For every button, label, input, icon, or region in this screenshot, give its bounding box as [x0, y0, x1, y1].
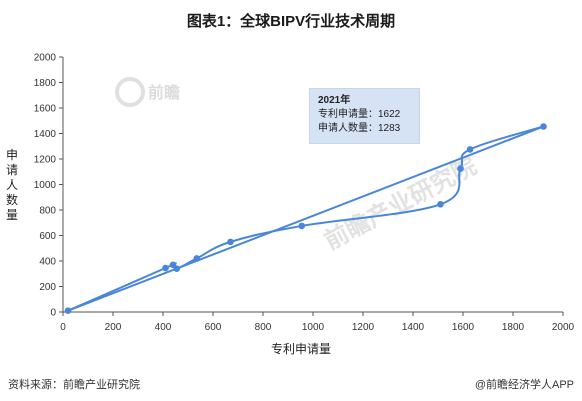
data-point[interactable] — [457, 165, 464, 172]
x-tick-label: 1400 — [402, 322, 425, 333]
x-tick-label: 400 — [155, 322, 172, 333]
series-lines — [67, 125, 544, 312]
x-tick-label: 200 — [105, 322, 122, 333]
y-tick-label: 1800 — [34, 78, 57, 89]
x-tick-label: 1600 — [452, 322, 475, 333]
y-tick-label: 600 — [39, 231, 56, 242]
x-tick-label: 1800 — [502, 322, 525, 333]
x-axis-label: 专利申请量 — [270, 342, 331, 356]
x-tick-label: 1200 — [352, 322, 375, 333]
trend-line — [67, 125, 544, 312]
data-tooltip: 2021年 专利申请量：1622 申请人数量：1283 — [309, 88, 420, 144]
x-tick-label: 800 — [255, 322, 272, 333]
data-point[interactable] — [162, 264, 169, 272]
x-tick-label: 0 — [60, 322, 66, 333]
data-point[interactable] — [437, 200, 444, 208]
watermark-logo-icon — [115, 77, 145, 107]
series-points — [64, 123, 547, 315]
chart-title: 图表1：全球BIPV行业技术周期 — [186, 13, 396, 30]
data-point[interactable] — [193, 255, 201, 262]
y-tick-label: 1600 — [34, 104, 57, 115]
data-point[interactable] — [540, 123, 547, 130]
y-tick-label: 400 — [39, 257, 56, 268]
y-tick-label: 1400 — [34, 129, 57, 140]
y-tick-label: 1000 — [34, 180, 57, 191]
data-point[interactable] — [466, 146, 474, 153]
y-tick-label: 1200 — [34, 155, 57, 166]
source-note: 资料来源：前瞻产业研究院 — [8, 379, 140, 391]
y-tick-label: 0 — [50, 308, 56, 319]
x-tick-label: 600 — [205, 322, 222, 333]
brand-credit: @前瞻经济学人APP — [474, 379, 574, 391]
data-point[interactable] — [64, 307, 72, 315]
tooltip-applicants: 申请人数量：1283 — [318, 123, 401, 134]
data-point[interactable] — [298, 222, 306, 230]
x-tick-label: 1000 — [302, 322, 325, 333]
y-axis-label: 申请人数量 — [6, 148, 19, 222]
axes: 0 200 400 600 800 1000 1200 1400 1600 1800 2000 0 20… — [34, 53, 575, 334]
y-tick-label: 200 — [39, 282, 56, 293]
data-point[interactable] — [173, 265, 181, 272]
y-tick-label: 2000 — [34, 53, 57, 64]
tooltip-patents: 专利申请量：1622 — [318, 109, 401, 120]
x-tick-label: 2000 — [552, 322, 575, 333]
tooltip-year: 2021年 — [318, 95, 351, 106]
data-point[interactable] — [227, 238, 234, 246]
watermark-logo-text: 前瞻 — [148, 83, 180, 102]
y-tick-label: 800 — [39, 206, 56, 217]
